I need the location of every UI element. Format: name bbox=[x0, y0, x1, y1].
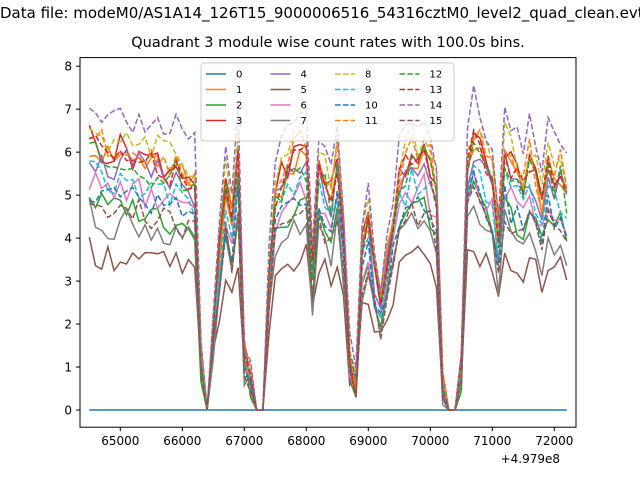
y-tick-label: 8 bbox=[64, 60, 72, 74]
x-offset-label: +4.979e8 bbox=[500, 452, 560, 466]
plot-lines bbox=[88, 85, 568, 411]
series-line-6 bbox=[88, 170, 568, 411]
series-line-12 bbox=[89, 140, 568, 411]
chart-title: Quadrant 3 module wise count rates with … bbox=[131, 35, 525, 51]
y-tick-label: 5 bbox=[64, 189, 72, 203]
x-tick-label: 72000 bbox=[535, 434, 573, 448]
legend-label-3: 3 bbox=[236, 116, 242, 127]
y-tick-label: 4 bbox=[64, 232, 72, 246]
series-line-7 bbox=[88, 197, 568, 411]
legend-label-5: 5 bbox=[301, 85, 307, 96]
series-line-15 bbox=[89, 184, 568, 411]
legend-label-0: 0 bbox=[236, 70, 242, 81]
series-line-4 bbox=[88, 147, 568, 411]
x-tick-label: 67000 bbox=[225, 434, 263, 448]
series-line-8 bbox=[88, 121, 568, 411]
series-line-11 bbox=[89, 127, 568, 411]
legend-label-6: 6 bbox=[301, 101, 307, 112]
series-line-9 bbox=[89, 160, 568, 411]
legend-label-10: 10 bbox=[365, 101, 378, 112]
legend-label-13: 13 bbox=[430, 85, 443, 96]
legend-label-7: 7 bbox=[301, 116, 307, 127]
legend-label-4: 4 bbox=[301, 70, 307, 81]
legend-label-9: 9 bbox=[365, 85, 371, 96]
legend-label-15: 15 bbox=[430, 116, 443, 127]
legend-label-2: 2 bbox=[236, 101, 242, 112]
series-line-5 bbox=[88, 237, 568, 411]
x-tick-label: 68000 bbox=[287, 434, 325, 448]
legend-label-1: 1 bbox=[236, 85, 242, 96]
series-line-14 bbox=[88, 85, 568, 411]
figure-suptitle: Data file: modeM0/AS1A14_126T15_90000065… bbox=[0, 4, 640, 22]
y-axis: 0 1 2 3 4 5 6 7 8 bbox=[64, 60, 80, 418]
y-tick-label: 1 bbox=[64, 361, 72, 375]
x-tick-label: 65000 bbox=[101, 434, 139, 448]
series-line-10 bbox=[89, 169, 568, 411]
plot-frame bbox=[79, 57, 577, 428]
x-axis: 65000 66000 67000 68000 69000 70000 71000 72000 bbox=[101, 427, 573, 448]
y-tick-label: 3 bbox=[64, 275, 72, 289]
x-tick-label: 66000 bbox=[163, 434, 201, 448]
y-tick-label: 2 bbox=[64, 318, 72, 332]
y-tick-label: 0 bbox=[64, 404, 72, 418]
legend-label-8: 8 bbox=[365, 70, 371, 81]
series-line-2 bbox=[88, 179, 568, 411]
x-tick-label: 69000 bbox=[349, 434, 387, 448]
x-tick-label: 70000 bbox=[411, 434, 449, 448]
y-tick-label: 7 bbox=[64, 103, 72, 117]
series-line-13 bbox=[88, 127, 568, 411]
legend-label-14: 14 bbox=[430, 101, 443, 112]
y-tick-label: 6 bbox=[64, 146, 72, 160]
legend-label-11: 11 bbox=[365, 116, 378, 127]
legend-label-12: 12 bbox=[430, 70, 443, 81]
x-tick-label: 71000 bbox=[473, 434, 511, 448]
legend-box bbox=[200, 62, 455, 142]
